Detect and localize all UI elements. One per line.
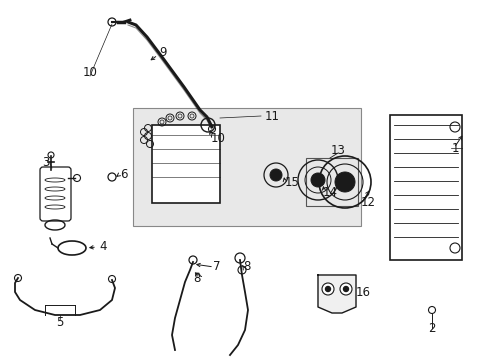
Bar bbox=[152, 125, 220, 203]
Text: 13: 13 bbox=[330, 144, 345, 157]
Bar bbox=[389, 115, 461, 260]
Text: 11: 11 bbox=[264, 109, 279, 122]
Text: 10: 10 bbox=[210, 131, 225, 144]
Bar bbox=[133, 108, 360, 226]
Text: 9: 9 bbox=[159, 45, 166, 58]
Circle shape bbox=[310, 173, 325, 187]
Text: 15: 15 bbox=[284, 176, 299, 189]
Circle shape bbox=[269, 169, 282, 181]
Circle shape bbox=[321, 283, 333, 295]
FancyBboxPatch shape bbox=[40, 167, 71, 221]
Text: 4: 4 bbox=[99, 240, 106, 253]
Circle shape bbox=[343, 287, 348, 292]
Circle shape bbox=[340, 178, 348, 186]
Circle shape bbox=[272, 172, 279, 178]
Text: 16: 16 bbox=[355, 285, 370, 298]
Text: 8: 8 bbox=[243, 260, 250, 273]
Text: 1: 1 bbox=[450, 141, 458, 154]
Text: 10: 10 bbox=[82, 66, 97, 78]
Text: 14: 14 bbox=[322, 186, 337, 199]
Text: 12: 12 bbox=[360, 195, 375, 208]
Text: 6: 6 bbox=[120, 167, 127, 180]
Circle shape bbox=[325, 287, 330, 292]
Circle shape bbox=[339, 283, 351, 295]
Text: 7: 7 bbox=[213, 261, 220, 274]
Polygon shape bbox=[317, 275, 355, 313]
Text: 8: 8 bbox=[193, 271, 200, 284]
Text: 3: 3 bbox=[42, 156, 50, 168]
Circle shape bbox=[314, 177, 320, 183]
Text: 5: 5 bbox=[56, 315, 63, 328]
Circle shape bbox=[334, 172, 354, 192]
Text: 2: 2 bbox=[427, 321, 435, 334]
Bar bbox=[305, 158, 357, 206]
